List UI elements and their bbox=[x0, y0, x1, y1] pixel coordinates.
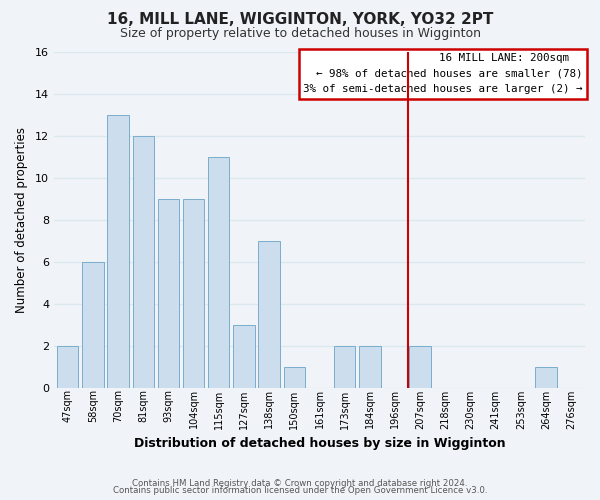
Bar bbox=[284, 367, 305, 388]
Text: 16, MILL LANE, WIGGINTON, YORK, YO32 2PT: 16, MILL LANE, WIGGINTON, YORK, YO32 2PT bbox=[107, 12, 493, 28]
Bar bbox=[158, 198, 179, 388]
Bar bbox=[57, 346, 79, 388]
Bar bbox=[208, 156, 229, 388]
Y-axis label: Number of detached properties: Number of detached properties bbox=[15, 126, 28, 312]
Text: Contains HM Land Registry data © Crown copyright and database right 2024.: Contains HM Land Registry data © Crown c… bbox=[132, 478, 468, 488]
Bar bbox=[107, 114, 129, 388]
Text: Size of property relative to detached houses in Wigginton: Size of property relative to detached ho… bbox=[119, 28, 481, 40]
Text: Contains public sector information licensed under the Open Government Licence v3: Contains public sector information licen… bbox=[113, 486, 487, 495]
Text: 16 MILL LANE: 200sqm  
← 98% of detached houses are smaller (78)
3% of semi-deta: 16 MILL LANE: 200sqm ← 98% of detached h… bbox=[303, 53, 583, 94]
Bar bbox=[259, 240, 280, 388]
Bar bbox=[233, 325, 254, 388]
Bar bbox=[82, 262, 104, 388]
Bar bbox=[183, 198, 205, 388]
Bar bbox=[409, 346, 431, 388]
Bar bbox=[535, 367, 557, 388]
Bar bbox=[359, 346, 380, 388]
Bar bbox=[334, 346, 355, 388]
Bar bbox=[133, 136, 154, 388]
X-axis label: Distribution of detached houses by size in Wigginton: Distribution of detached houses by size … bbox=[134, 437, 505, 450]
